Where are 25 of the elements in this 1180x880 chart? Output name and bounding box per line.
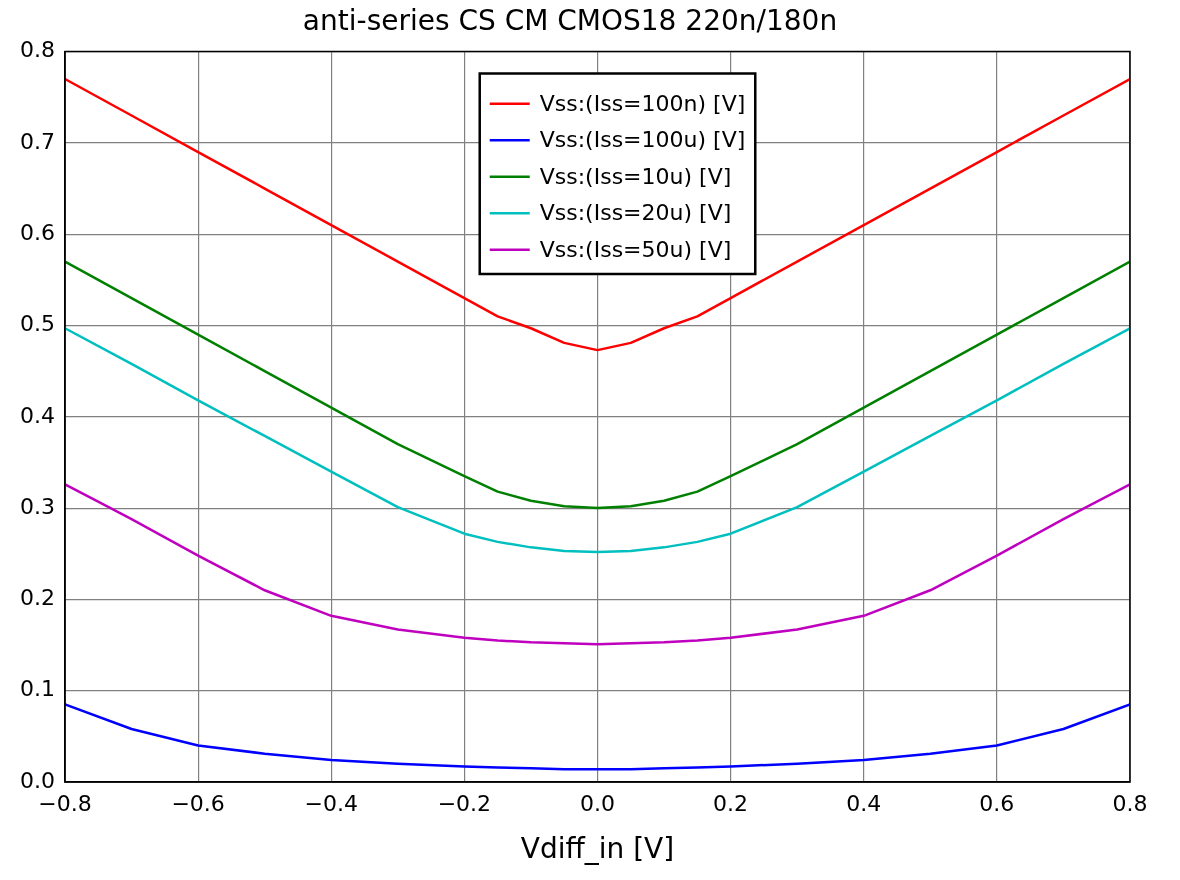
chart-title: anti-series CS CM CMOS18 220n/180n: [302, 4, 838, 38]
x-tick-label: 0.0: [579, 790, 615, 816]
y-tick-label: 0.8: [19, 37, 55, 63]
y-tick-label: 0.2: [19, 585, 55, 611]
x-tick-label: 0.2: [713, 790, 749, 816]
y-tick-label: 0.4: [19, 402, 55, 428]
x-tick-label: −0.8: [38, 790, 92, 816]
x-tick-label: −0.6: [171, 790, 225, 816]
x-tick-label: −0.4: [304, 790, 358, 816]
y-tick-label: 0.0: [19, 767, 55, 793]
legend-label: Vss:(Iss=100n) [V]: [539, 90, 746, 116]
y-tick-label: 0.6: [19, 219, 55, 245]
legend-label: Vss:(Iss=50u) [V]: [539, 236, 732, 262]
x-tick-label: 0.6: [979, 790, 1015, 816]
y-tick-label: 0.7: [19, 128, 55, 154]
legend-label: Vss:(Iss=20u) [V]: [539, 200, 732, 226]
x-tick-label: 0.4: [846, 790, 882, 816]
x-tick-label: 0.8: [1112, 790, 1148, 816]
y-tick-label: 0.5: [19, 311, 55, 337]
y-tick-label: 0.1: [19, 676, 55, 702]
y-tick-label: 0.3: [19, 493, 55, 519]
x-tick-label: −0.2: [437, 790, 492, 816]
legend-label: Vss:(Iss=100u) [V]: [539, 127, 746, 153]
x-axis-title: Vdiff_in [V]: [520, 832, 675, 866]
legend-label: Vss:(Iss=10u) [V]: [539, 163, 732, 189]
